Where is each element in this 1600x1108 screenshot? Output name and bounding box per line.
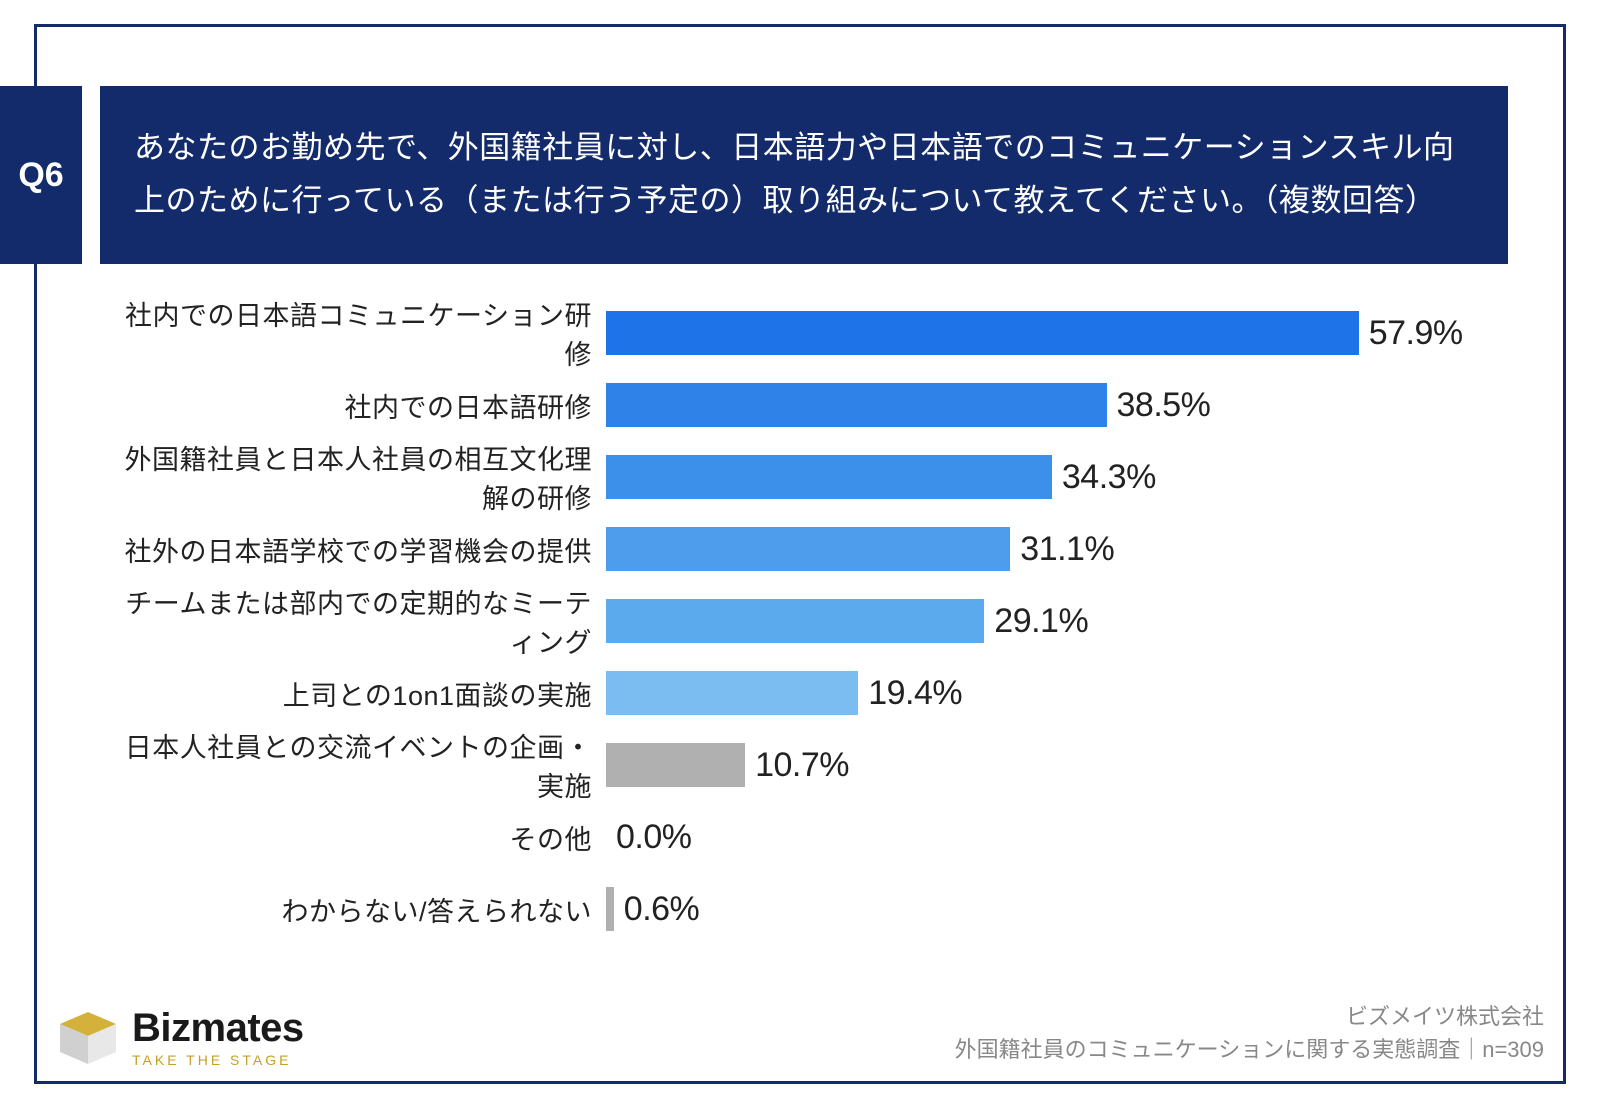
bar-chart: 社内での日本語コミュニケーション研修57.9% 社内での日本語研修 38.5% 外国籍… (100, 300, 1530, 948)
chart-row: 外国籍社員と日本人社員の相互文化理解の研修34.3% (100, 444, 1530, 510)
bar-wrap: 57.9% (606, 311, 1530, 355)
chart-row: 上司との1on1面談の実施 19.4% (100, 660, 1530, 726)
bar-wrap: 31.1% (606, 527, 1530, 571)
bar-label: 外国籍社員と日本人社員の相互文化理解の研修 (100, 438, 606, 516)
bar-label: 社外の日本語学校での学習機会の提供 (100, 530, 606, 569)
chart-row: チームまたは部内での定期的なミーティング29.1% (100, 588, 1530, 654)
bar-label: 日本人社員との交流イベントの企画・実施 (100, 726, 606, 804)
bar-wrap: 0.0% (606, 815, 1530, 859)
source-credit: ビズメイツ株式会社 外国籍社員のコミュニケーションに関する実態調査｜n=309 (955, 1000, 1544, 1066)
bar-wrap: 34.3% (606, 455, 1530, 499)
chart-row: 社外の日本語学校での学習機会の提供 31.1% (100, 516, 1530, 582)
bar-value: 38.5% (1117, 386, 1211, 425)
bar-wrap: 0.6% (606, 887, 1530, 931)
bar-value: 0.6% (624, 890, 700, 929)
bar (606, 455, 1052, 499)
bar-value: 19.4% (868, 674, 962, 713)
bar-label: 社内での日本語研修 (100, 386, 606, 425)
bar-value: 0.0% (616, 818, 692, 857)
logo-text: Bizmates TAKE THE STAGE (132, 1008, 304, 1068)
bar-wrap: 19.4% (606, 671, 1530, 715)
bar-label: わからない/答えられない (100, 890, 606, 929)
chart-row: 社内での日本語コミュニケーション研修57.9% (100, 300, 1530, 366)
bar (606, 311, 1359, 355)
bar-label: 社内での日本語コミュニケーション研修 (100, 294, 606, 372)
logo-tagline: TAKE THE STAGE (132, 1052, 304, 1068)
bar-label: その他 (100, 818, 606, 857)
bar-label: チームまたは部内での定期的なミーティング (100, 582, 606, 660)
chart-row: わからない/答えられない 0.6% (100, 876, 1530, 942)
bar (606, 527, 1010, 571)
logo-cube-icon (56, 1010, 120, 1066)
chart-row: その他 0.0% (100, 804, 1530, 870)
bar (606, 671, 858, 715)
bar-label: 上司との1on1面談の実施 (100, 674, 606, 713)
source-line2: 外国籍社員のコミュニケーションに関する実態調査｜n=309 (955, 1033, 1544, 1066)
bar-value: 57.9% (1369, 314, 1463, 353)
bar (606, 383, 1107, 427)
bar-wrap: 10.7% (606, 743, 1530, 787)
bar-value: 29.1% (994, 602, 1088, 641)
bar-value: 31.1% (1020, 530, 1114, 569)
bar-value: 10.7% (755, 746, 849, 785)
logo: Bizmates TAKE THE STAGE (56, 1008, 304, 1068)
logo-brand: Bizmates (132, 1008, 304, 1048)
bar (606, 887, 614, 931)
question-number-box: Q6 (0, 86, 82, 264)
question-number: Q6 (18, 156, 63, 195)
chart-row: 社内での日本語研修 38.5% (100, 372, 1530, 438)
source-line1: ビズメイツ株式会社 (955, 1000, 1544, 1033)
bar (606, 599, 984, 643)
question-text-box: あなたのお勤め先で、外国籍社員に対し、日本語力や日本語でのコミュニケーションスキ… (100, 86, 1508, 264)
bar (606, 743, 745, 787)
bar-value: 34.3% (1062, 458, 1156, 497)
chart-row: 日本人社員との交流イベントの企画・実施10.7% (100, 732, 1530, 798)
bar-wrap: 29.1% (606, 599, 1530, 643)
bar-wrap: 38.5% (606, 383, 1530, 427)
question-text: あなたのお勤め先で、外国籍社員に対し、日本語力や日本語でのコミュニケーションスキ… (134, 122, 1474, 227)
